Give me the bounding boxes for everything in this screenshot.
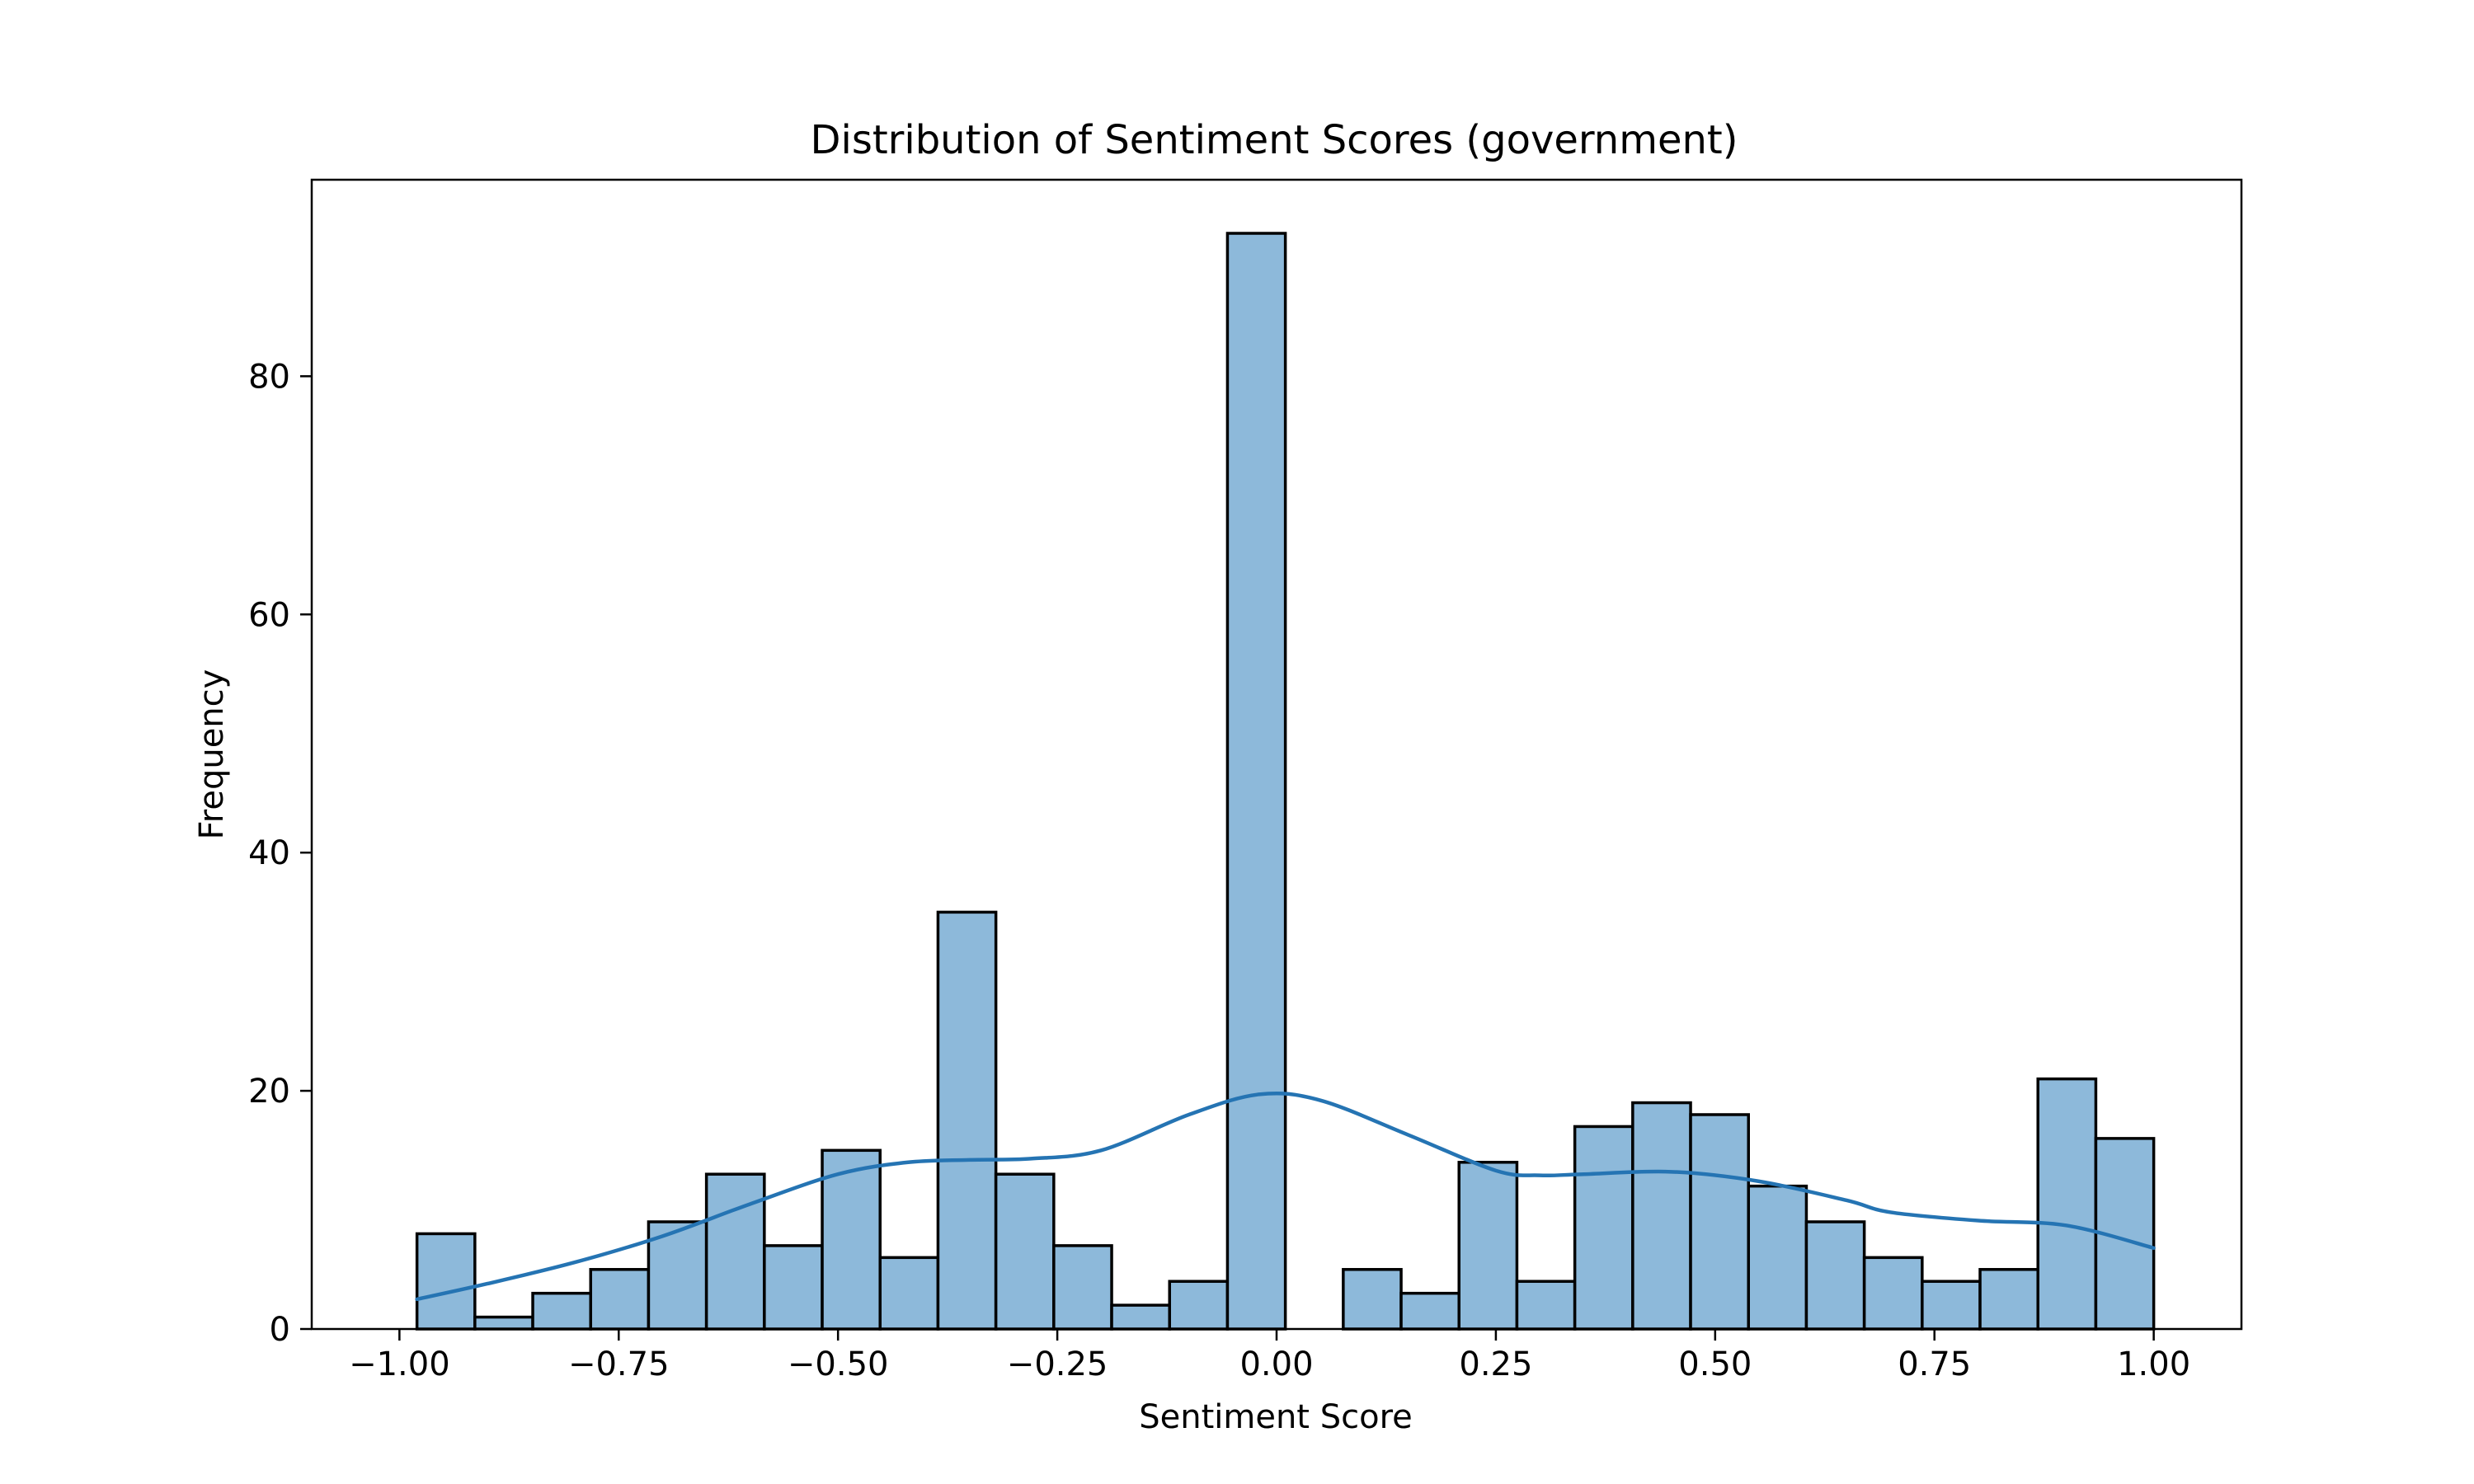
x-tick-label: 0.50 bbox=[1678, 1345, 1752, 1383]
histogram-bar bbox=[1168, 1280, 1230, 1331]
x-axis-label: Sentiment Score bbox=[1139, 1398, 1413, 1436]
histogram-bar bbox=[1225, 232, 1287, 1331]
histogram-bar bbox=[936, 910, 998, 1331]
x-tick-label: −0.25 bbox=[1007, 1345, 1108, 1383]
histogram-bar bbox=[1747, 1184, 1808, 1331]
histogram-bar bbox=[821, 1148, 882, 1331]
x-tick-label: −0.50 bbox=[788, 1345, 889, 1383]
histogram-bar bbox=[1862, 1256, 1924, 1331]
x-tick-label: 0.75 bbox=[1898, 1345, 1971, 1383]
histogram-bar bbox=[878, 1256, 940, 1331]
histogram-bars bbox=[415, 232, 2156, 1331]
chart-title: Distribution of Sentiment Scores (govern… bbox=[811, 117, 1738, 163]
x-tick-label: 1.00 bbox=[2117, 1345, 2190, 1383]
histogram-bar bbox=[1804, 1220, 1866, 1331]
histogram-bar bbox=[1342, 1268, 1403, 1331]
x-axis-ticks: −1.00 −0.75 −0.50 −0.25 0.00 0.25 0.50 0.75 1.00 bbox=[349, 1329, 2190, 1383]
histogram-bar bbox=[2036, 1077, 2098, 1331]
kde-line bbox=[415, 1091, 2156, 1302]
histogram-bar bbox=[1978, 1268, 2039, 1331]
histogram-bar bbox=[994, 1172, 1056, 1331]
histogram-bar bbox=[1457, 1161, 1519, 1331]
y-axis-label: Frequency bbox=[193, 669, 231, 840]
histogram-bar bbox=[1110, 1303, 1171, 1331]
x-tick-label: 0.00 bbox=[1239, 1345, 1313, 1383]
x-tick-label: −1.00 bbox=[349, 1345, 450, 1383]
histogram-bar bbox=[1573, 1125, 1634, 1331]
y-tick-label: 60 bbox=[248, 596, 290, 634]
histogram-bar bbox=[415, 1232, 477, 1331]
histogram-bar bbox=[1631, 1101, 1692, 1331]
histogram-bar bbox=[1921, 1280, 1982, 1331]
y-tick-label: 20 bbox=[248, 1073, 290, 1111]
histogram-bar bbox=[1052, 1244, 1113, 1331]
y-tick-label: 80 bbox=[248, 358, 290, 396]
y-tick-label: 40 bbox=[248, 834, 290, 872]
histogram-bar bbox=[1689, 1113, 1750, 1331]
y-axis-ticks: 0 20 40 60 80 bbox=[248, 358, 312, 1349]
histogram-bar bbox=[1399, 1291, 1460, 1331]
histogram-bar bbox=[531, 1291, 592, 1331]
histogram-bar bbox=[704, 1172, 766, 1331]
y-tick-label: 0 bbox=[270, 1311, 290, 1349]
histogram-bar bbox=[473, 1315, 534, 1331]
histogram-bar bbox=[589, 1268, 651, 1331]
x-tick-label: 0.25 bbox=[1459, 1345, 1532, 1383]
histogram-bar bbox=[763, 1244, 824, 1331]
x-tick-label: −0.75 bbox=[568, 1345, 670, 1383]
histogram-bar bbox=[1515, 1280, 1577, 1331]
